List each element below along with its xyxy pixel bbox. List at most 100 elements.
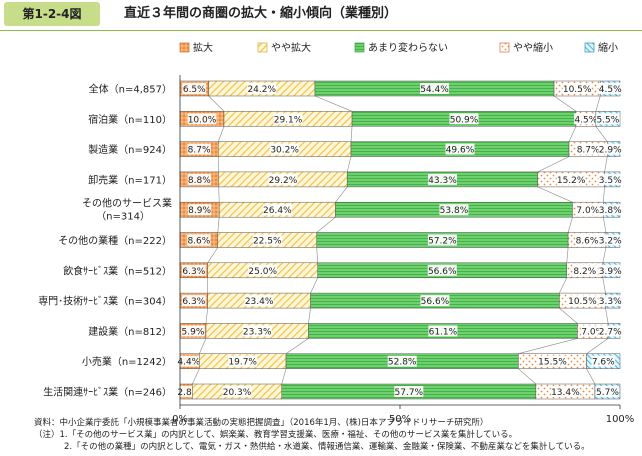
source-note: 資料：中小企業庁委託「小規模事業者の事業活動の実態把握調査」（2016年1月、(… xyxy=(34,418,489,428)
category-label: 生活関連ｻｰﾋﾞｽ業（n=246） xyxy=(43,386,172,399)
data-label: 61.1% xyxy=(429,327,458,337)
data-label: 57.7% xyxy=(395,388,424,398)
data-label: 30.2% xyxy=(270,146,299,156)
connector-line xyxy=(310,277,318,294)
connector-line xyxy=(208,95,225,112)
connector-line xyxy=(566,247,569,263)
legend-swatch-no-change xyxy=(354,42,365,53)
data-label: 8.6% xyxy=(187,237,210,247)
data-label-bg xyxy=(598,325,622,337)
data-label: 8.2% xyxy=(573,267,596,277)
data-label: 50.9% xyxy=(450,115,479,125)
data-label: 22.5% xyxy=(253,237,282,247)
connector-line xyxy=(518,338,578,354)
data-label-bg xyxy=(252,234,282,246)
data-label: 6.5% xyxy=(183,85,206,95)
data-label-bg xyxy=(270,143,300,155)
data-label-bg xyxy=(595,386,620,397)
data-label-bg xyxy=(598,204,622,216)
connector-line xyxy=(316,247,319,263)
connector-line xyxy=(553,95,577,112)
connector-line xyxy=(559,277,568,294)
data-label-bg xyxy=(182,264,206,276)
x-tick-label: 100% xyxy=(606,414,635,425)
data-label-bg xyxy=(187,143,211,155)
data-label-bg xyxy=(187,204,212,216)
legend-swatch-expand xyxy=(179,42,190,53)
connector-line xyxy=(205,308,208,324)
connector-line xyxy=(308,308,311,324)
data-label-bg xyxy=(445,143,475,155)
header-divider xyxy=(0,30,642,31)
chart-title: 直近３年間の商圏の拡大・縮小傾向（業種別） xyxy=(124,6,398,21)
data-label-bg xyxy=(181,325,205,337)
data-label-bg xyxy=(248,264,278,276)
data-label-bg xyxy=(596,113,620,125)
connector-line xyxy=(595,95,601,112)
connector-line xyxy=(217,126,225,142)
data-label: 15.2% xyxy=(557,176,586,186)
data-label: 3.2% xyxy=(599,237,622,247)
footnote-1: （注）1.「その他のサービス業」の内訳として、娯楽業、教育学習支援業、医療・福祉… xyxy=(34,430,518,440)
data-label: 13.4% xyxy=(551,388,580,398)
data-label: 26.4% xyxy=(263,206,292,216)
data-label-bg xyxy=(242,325,272,337)
category-label: 製造業（n=924） xyxy=(88,143,172,156)
data-label-bg xyxy=(222,386,252,397)
data-label: 2.8% xyxy=(177,388,200,398)
data-label-bg xyxy=(187,173,212,185)
category-label: 建設業（n=812） xyxy=(88,325,172,338)
data-label-bg xyxy=(427,264,457,276)
connector-line xyxy=(602,247,607,263)
data-label-bg xyxy=(550,386,580,397)
data-label-bg xyxy=(420,295,450,307)
data-label: 7.0% xyxy=(576,206,599,216)
data-label: 29.1% xyxy=(274,115,303,125)
data-label-bg xyxy=(449,113,479,125)
data-label-bg xyxy=(598,83,622,94)
connector-line xyxy=(316,216,336,233)
data-label-bg xyxy=(228,355,258,367)
data-label: 56.6% xyxy=(421,297,450,307)
data-label-bg xyxy=(187,234,211,246)
category-label: 卸売業（n=171） xyxy=(88,173,172,186)
connector-line xyxy=(207,247,219,263)
data-label-bg xyxy=(247,83,277,94)
data-label: 4.5% xyxy=(574,115,597,125)
chart-notes: 資料：中小企業庁委託「小規模事業者の事業活動の実態把握調査」（2016年1月、(… xyxy=(34,417,590,453)
data-label-bg xyxy=(580,325,605,337)
data-label-bg xyxy=(177,386,201,397)
data-label-bg xyxy=(387,355,417,367)
data-label-bg xyxy=(427,234,457,246)
data-label-bg xyxy=(598,143,622,155)
connector-line xyxy=(586,338,609,354)
legend-swatch-slight-shrink xyxy=(499,42,510,53)
data-label-bg xyxy=(598,173,622,185)
connector-line xyxy=(602,186,605,203)
data-label: 10.0% xyxy=(188,115,217,125)
data-label-bg xyxy=(556,173,586,185)
data-label: 4.4% xyxy=(177,358,200,368)
category-label: 飲食ｻｰﾋﾞｽ業（n=512） xyxy=(63,264,172,277)
connector-line xyxy=(350,126,353,142)
connector-line xyxy=(518,368,537,385)
data-label-bg xyxy=(598,264,622,276)
connector-line xyxy=(285,338,309,354)
category-label: 全体（n=4,857） xyxy=(89,83,172,96)
data-label-bg xyxy=(573,264,597,276)
connector-line xyxy=(537,156,570,173)
data-label-bg xyxy=(537,355,567,367)
connector-line xyxy=(217,217,220,233)
data-label: 19.7% xyxy=(228,358,257,368)
data-label: 43.3% xyxy=(428,176,457,186)
data-label: 25.0% xyxy=(248,267,277,277)
data-label-bg xyxy=(394,386,424,397)
data-label-bg xyxy=(273,113,303,125)
legend-label-shrink: 縮小 xyxy=(598,41,618,54)
data-label-bg xyxy=(187,113,217,125)
legend-label-no-change: あまり変わらない xyxy=(368,41,448,54)
connector-line xyxy=(586,368,596,385)
connector-line xyxy=(192,368,200,385)
data-label: 53.8% xyxy=(440,206,469,216)
